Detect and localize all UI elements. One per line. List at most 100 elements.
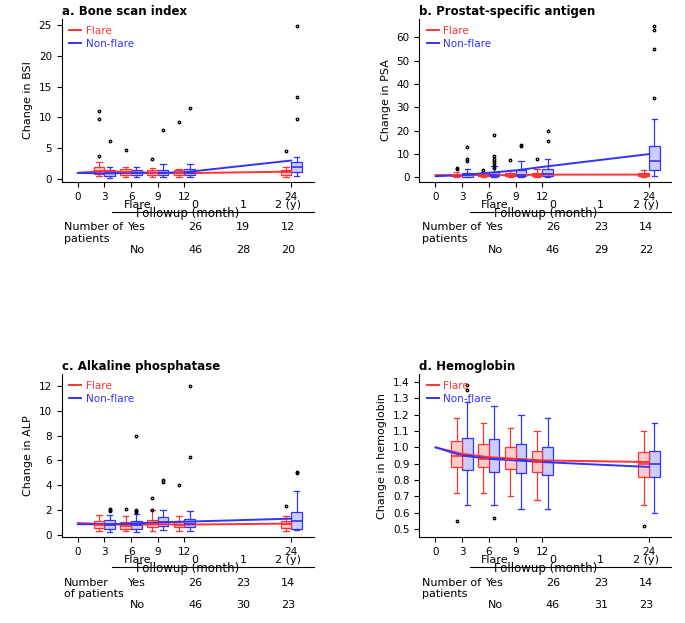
PathPatch shape (649, 450, 660, 477)
Text: 23: 23 (282, 600, 295, 610)
Text: No: No (488, 245, 503, 255)
Text: Yes: Yes (128, 578, 146, 587)
PathPatch shape (184, 169, 195, 175)
Text: 31: 31 (594, 600, 608, 610)
Text: 14: 14 (639, 578, 653, 587)
Text: 2 (y): 2 (y) (633, 556, 659, 566)
PathPatch shape (638, 173, 649, 176)
PathPatch shape (131, 171, 142, 174)
PathPatch shape (543, 447, 553, 475)
Text: 26: 26 (546, 222, 560, 232)
Text: d. Hemoglobin: d. Hemoglobin (419, 359, 516, 373)
PathPatch shape (291, 163, 302, 171)
Text: Yes: Yes (128, 222, 146, 232)
X-axis label: Followup (month): Followup (month) (136, 563, 239, 576)
PathPatch shape (505, 447, 516, 468)
PathPatch shape (516, 444, 526, 473)
Legend: Flare, Non-flare: Flare, Non-flare (67, 24, 136, 50)
PathPatch shape (158, 170, 169, 174)
PathPatch shape (94, 167, 104, 174)
Legend: Flare, Non-flare: Flare, Non-flare (425, 24, 494, 50)
Text: 0: 0 (192, 556, 199, 566)
Y-axis label: Change in hemoglobin: Change in hemoglobin (377, 392, 388, 518)
Text: Number of
patients: Number of patients (64, 222, 123, 244)
Text: Flare: Flare (123, 556, 151, 566)
Y-axis label: Change in ALP: Change in ALP (23, 415, 33, 496)
PathPatch shape (451, 441, 462, 467)
Text: Flare: Flare (123, 201, 151, 211)
PathPatch shape (478, 174, 489, 176)
PathPatch shape (94, 521, 104, 528)
Text: 26: 26 (188, 578, 202, 587)
Text: Number of
patients: Number of patients (422, 222, 481, 244)
Text: 0: 0 (549, 201, 556, 211)
Text: Number of
patients: Number of patients (422, 578, 481, 599)
Text: 22: 22 (639, 245, 653, 255)
Text: 26: 26 (188, 222, 202, 232)
Text: 19: 19 (236, 222, 250, 232)
PathPatch shape (121, 169, 131, 174)
Text: Flare: Flare (481, 201, 509, 211)
Legend: Flare, Non-flare: Flare, Non-flare (67, 379, 136, 406)
Text: a. Bone scan index: a. Bone scan index (62, 4, 187, 17)
Text: 29: 29 (594, 245, 608, 255)
PathPatch shape (489, 439, 499, 472)
PathPatch shape (281, 521, 291, 528)
X-axis label: Followup (month): Followup (month) (136, 207, 239, 221)
Text: 0: 0 (549, 556, 556, 566)
PathPatch shape (174, 521, 184, 527)
Text: 23: 23 (639, 600, 653, 610)
Text: 1: 1 (597, 201, 604, 211)
Text: 14: 14 (639, 222, 653, 232)
Text: 1: 1 (240, 556, 247, 566)
Y-axis label: Change in BSI: Change in BSI (23, 62, 33, 140)
X-axis label: Followup (month): Followup (month) (494, 207, 597, 221)
Text: No: No (129, 600, 145, 610)
PathPatch shape (462, 437, 473, 470)
X-axis label: Followup (month): Followup (month) (494, 563, 597, 576)
PathPatch shape (291, 513, 302, 528)
PathPatch shape (121, 522, 131, 528)
Text: 2 (y): 2 (y) (275, 201, 301, 211)
Text: No: No (129, 245, 145, 255)
PathPatch shape (489, 171, 499, 176)
Text: 28: 28 (236, 245, 250, 255)
Text: Number
of patients: Number of patients (64, 578, 124, 599)
Text: 1: 1 (597, 556, 604, 566)
Text: Flare: Flare (481, 556, 509, 566)
PathPatch shape (158, 518, 169, 526)
PathPatch shape (184, 519, 195, 526)
Text: 23: 23 (236, 578, 250, 587)
PathPatch shape (131, 521, 142, 528)
PathPatch shape (281, 170, 291, 174)
Text: b. Prostat-specific antigen: b. Prostat-specific antigen (419, 4, 596, 17)
Text: 20: 20 (282, 245, 295, 255)
Text: 0: 0 (192, 201, 199, 211)
PathPatch shape (147, 520, 158, 527)
PathPatch shape (174, 171, 184, 175)
PathPatch shape (543, 169, 553, 176)
Text: 2 (y): 2 (y) (633, 201, 659, 211)
Text: Yes: Yes (486, 222, 504, 232)
Text: 46: 46 (188, 600, 202, 610)
Text: 26: 26 (546, 578, 560, 587)
PathPatch shape (104, 520, 115, 528)
PathPatch shape (649, 146, 660, 171)
Text: No: No (488, 600, 503, 610)
Text: c. Alkaline phosphatase: c. Alkaline phosphatase (62, 359, 220, 373)
PathPatch shape (147, 170, 158, 175)
Text: 1: 1 (240, 201, 247, 211)
PathPatch shape (516, 171, 526, 176)
PathPatch shape (478, 444, 489, 467)
Text: 12: 12 (282, 222, 295, 232)
Text: Yes: Yes (486, 578, 504, 587)
Text: 2 (y): 2 (y) (275, 556, 301, 566)
Text: 46: 46 (546, 600, 560, 610)
PathPatch shape (532, 450, 543, 472)
PathPatch shape (462, 173, 473, 176)
Text: 23: 23 (594, 222, 608, 232)
PathPatch shape (505, 173, 516, 176)
PathPatch shape (638, 452, 649, 477)
Text: 46: 46 (188, 245, 202, 255)
PathPatch shape (451, 174, 462, 176)
